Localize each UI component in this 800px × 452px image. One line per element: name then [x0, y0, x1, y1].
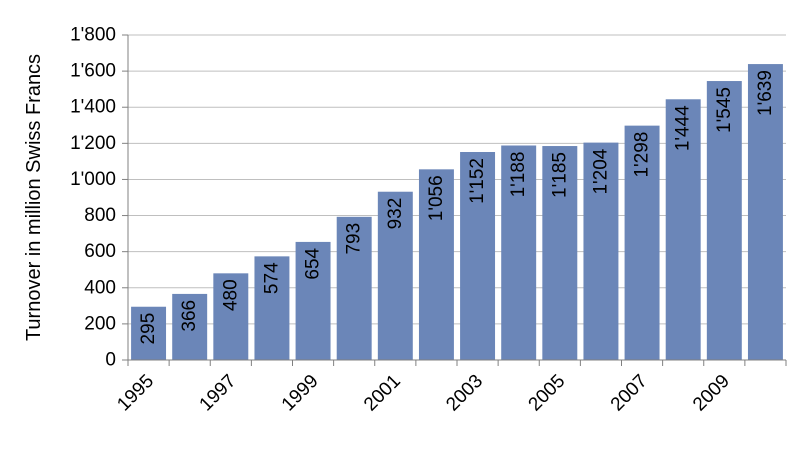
bar: [213, 273, 249, 360]
data-label: 480: [220, 279, 241, 311]
data-label: 1'056: [426, 175, 447, 221]
data-label: 1'188: [508, 152, 529, 198]
y-tick-label: 400: [84, 277, 116, 298]
y-tick-label: 600: [84, 241, 116, 262]
bars: [131, 64, 783, 361]
bar: [295, 241, 331, 360]
axes: [122, 34, 787, 366]
bar: [583, 142, 619, 360]
data-label: 1'204: [590, 148, 611, 194]
bar: [665, 99, 701, 361]
x-tick-label: 1999: [278, 371, 323, 416]
bar: [172, 293, 208, 360]
bar: [377, 191, 413, 360]
bar: [542, 146, 578, 360]
data-label: 932: [385, 198, 406, 230]
y-tick-label: 0: [105, 350, 116, 371]
data-label: 574: [261, 262, 282, 294]
x-tick-labels: 1995 1997 1999 2001 2003 2005 2007 2009: [113, 371, 733, 416]
bar: [460, 152, 496, 360]
bar: [131, 306, 167, 360]
x-tick-label: 1997: [196, 371, 241, 416]
y-tick-label: 1'200: [70, 133, 116, 154]
y-tick-label: 800: [84, 205, 116, 226]
data-label: 1'298: [632, 132, 653, 178]
x-tick-label: 2007: [607, 371, 652, 416]
y-tick-label: 200: [84, 313, 116, 334]
data-label: 1'639: [755, 70, 776, 116]
data-label: 654: [303, 247, 324, 279]
x-tick-label: 1995: [113, 371, 158, 416]
y-tick-label: 1'800: [70, 25, 116, 46]
y-tick-label: 1'400: [70, 97, 116, 118]
y-tick-labels: 0 200 400 600 800 1'000 1'200 1'400 1'600 1'800: [70, 25, 116, 371]
x-tick-label: 2001: [360, 371, 405, 416]
bar: [418, 169, 454, 360]
bar: [706, 81, 742, 361]
data-label: 1'152: [467, 158, 488, 204]
data-label: 1'545: [714, 87, 735, 133]
data-label: 366: [179, 300, 200, 332]
data-label: 1'444: [673, 105, 694, 151]
data-label: 295: [138, 313, 159, 345]
y-tick-label: 1'600: [70, 61, 116, 82]
x-tick-label: 2003: [442, 371, 487, 416]
y-tick-label: 1'000: [70, 169, 116, 190]
bar: [254, 256, 290, 360]
data-label: 793: [344, 223, 365, 255]
x-tick-label: 2009: [689, 371, 734, 416]
bar: [624, 125, 660, 360]
bar: [501, 145, 537, 360]
bar: [336, 216, 372, 360]
y-axis-title: Turnover in million Swiss Francs: [23, 54, 45, 341]
bar: [747, 64, 783, 360]
data-label: 1'185: [549, 152, 570, 198]
x-tick-label: 2005: [525, 371, 570, 416]
data-labels: 295 366 480 574 654 793 932 1'056 1'152 1'188 1'18…: [138, 70, 776, 344]
